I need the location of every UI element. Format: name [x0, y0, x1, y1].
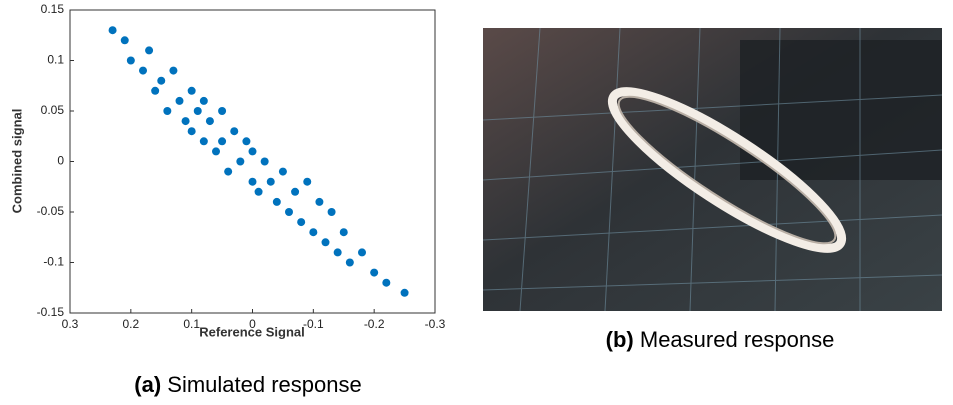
point	[266, 177, 275, 186]
point	[175, 96, 184, 105]
y-tick-label: -0.05	[37, 204, 65, 218]
point	[382, 278, 391, 287]
point	[321, 238, 330, 247]
point	[297, 218, 306, 227]
point	[151, 86, 160, 95]
point	[358, 248, 366, 257]
y-tick-label: 0.1	[47, 53, 64, 67]
point	[291, 187, 300, 196]
point	[339, 228, 348, 237]
point	[230, 127, 239, 136]
point	[236, 157, 245, 166]
y-tick-label: 0.05	[41, 103, 65, 117]
point	[145, 46, 154, 55]
point	[303, 177, 312, 186]
point	[260, 157, 269, 166]
point	[205, 117, 214, 126]
point	[285, 208, 293, 216]
caption-label: (a)	[134, 372, 161, 397]
point	[157, 76, 166, 85]
point	[248, 177, 257, 186]
point	[278, 167, 287, 176]
point	[199, 96, 208, 105]
point	[400, 288, 409, 297]
photo	[482, 27, 943, 312]
point	[333, 248, 342, 257]
caption-text: Simulated response	[167, 372, 361, 397]
point	[181, 117, 190, 126]
point	[309, 228, 318, 237]
y-tick-label: -0.15	[37, 305, 65, 319]
x-axis-label: Reference Signal	[199, 324, 305, 339]
point	[218, 107, 227, 115]
caption-b: (b) Measured response	[606, 327, 835, 352]
point	[187, 127, 196, 136]
y-tick-label: 0.15	[41, 2, 65, 16]
point	[345, 258, 354, 267]
point	[126, 56, 135, 65]
point	[242, 137, 251, 146]
point	[315, 197, 324, 206]
point	[169, 66, 178, 75]
point	[187, 86, 196, 95]
y-tick-label: 0	[57, 154, 64, 168]
point	[108, 26, 117, 35]
y-axis-label: Combined signal	[9, 109, 24, 214]
x-tick-label: -0.1	[303, 317, 324, 331]
point	[370, 268, 379, 277]
point	[212, 147, 220, 156]
point	[193, 107, 202, 115]
point	[120, 36, 129, 45]
point	[248, 147, 257, 156]
caption-label: (b)	[606, 327, 634, 352]
x-tick-label: 0.3	[62, 317, 79, 331]
x-tick-label: 0.2	[122, 317, 139, 331]
caption-text: Measured response	[640, 327, 834, 352]
point	[254, 187, 263, 196]
point	[163, 107, 172, 115]
photo-grid	[482, 27, 943, 312]
lissajous-trace	[607, 87, 847, 253]
x-tick-label: -0.3	[425, 317, 446, 331]
x-tick-label: 0.1	[183, 317, 200, 331]
point	[327, 208, 336, 216]
caption-a: (a) Simulated response	[134, 372, 361, 397]
point	[218, 137, 227, 146]
plot-frame	[69, 9, 436, 314]
point	[139, 66, 147, 75]
x-tick-label: -0.2	[364, 317, 385, 331]
point	[199, 137, 208, 146]
point	[224, 167, 233, 176]
lissajous-trace-inner	[617, 95, 837, 245]
point	[272, 197, 281, 206]
y-tick-label: -0.1	[43, 255, 64, 269]
x-tick-label: 0	[249, 317, 256, 331]
